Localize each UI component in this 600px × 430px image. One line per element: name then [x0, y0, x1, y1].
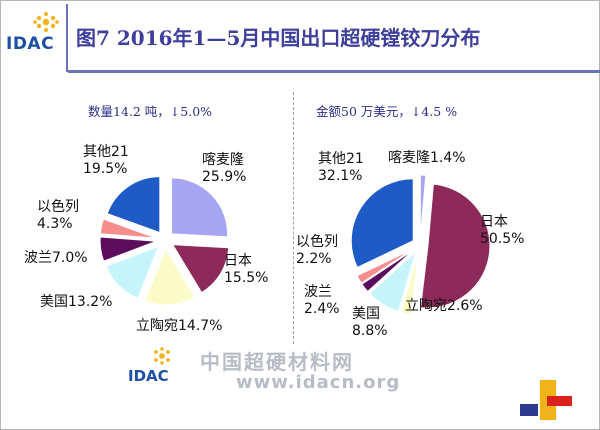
pie2-label-喀麦隆: 喀麦隆1.4%: [388, 150, 466, 166]
pie1-slice-以色列: [99, 218, 157, 239]
pie2-slice-以色列: [356, 248, 414, 284]
logo-text: IDAC: [6, 34, 55, 54]
pie2-slice-立陶宛: [400, 252, 419, 315]
pie2-slice-美国: [369, 250, 417, 312]
footer-sparkle-icon: [154, 347, 170, 365]
pie2-label-波兰: 波兰 2.4%: [304, 284, 340, 317]
pie2-slice-其他: [350, 178, 414, 269]
right-chart-subtitle: 金额50 万美元，↓4.5 %: [316, 104, 458, 119]
pie1-slice-美国: [105, 245, 160, 299]
pie2-label-以色列: 以色列 2.2%: [296, 233, 338, 267]
slide-title: 图7 2016年1—5月中国出口超硬镗铰刀分布: [76, 26, 481, 50]
pie2-slice-喀麦隆: [419, 174, 427, 238]
corner-decoration-red: [547, 396, 572, 406]
header-rule-horizontal: [68, 70, 600, 73]
pie1-slice-日本: [171, 244, 230, 294]
pie1-label-日本: 日本 15.5%: [224, 253, 268, 286]
pie2-slice-波兰: [361, 249, 415, 293]
idac-logo: IDAC: [6, 8, 68, 66]
watermark-site-url: www.idacn.org: [236, 372, 401, 393]
left-chart-subtitle: 数量14.2 吨，↓5.0%: [88, 104, 213, 119]
pie1-label-喀麦隆: 喀麦隆 25.9%: [202, 152, 246, 185]
watermark-site-name: 中国超硬材料网: [200, 350, 354, 374]
pie2-label-日本: 日本 50.5%: [480, 214, 524, 247]
footer-logo-text: IDAC: [128, 367, 169, 385]
pie1-slice-波兰: [99, 236, 157, 262]
panel-divider: [293, 92, 294, 344]
pie1-label-其他: 其他21 19.5%: [83, 144, 129, 177]
pie2-slice-日本: [420, 183, 491, 309]
pie1-label-立陶宛: 立陶宛14.7%: [136, 318, 222, 334]
pie1-slice-喀麦隆: [171, 177, 228, 238]
pie1-slice-其他: [106, 176, 161, 234]
pie1-label-以色列: 以色列 4.3%: [37, 198, 79, 232]
pie1-slice-立陶宛: [144, 247, 196, 306]
footer-logo: IDAC: [128, 345, 184, 393]
pie2-label-立陶宛: 立陶宛2.6%: [405, 298, 483, 314]
sparkle-icon: [33, 12, 59, 32]
pie2-label-美国: 美国 8.8%: [352, 306, 388, 339]
slide-header: IDAC 图7 2016年1—5月中国出口超硬镗铰刀分布: [0, 0, 600, 73]
pie1-label-美国: 美国13.2%: [40, 294, 112, 310]
corner-decoration-blue: [520, 404, 538, 416]
pie1-label-波兰: 波兰7.0%: [24, 250, 88, 266]
pie2-label-其他: 其他21 32.1%: [318, 151, 364, 184]
header-rule-vertical: [66, 4, 68, 72]
